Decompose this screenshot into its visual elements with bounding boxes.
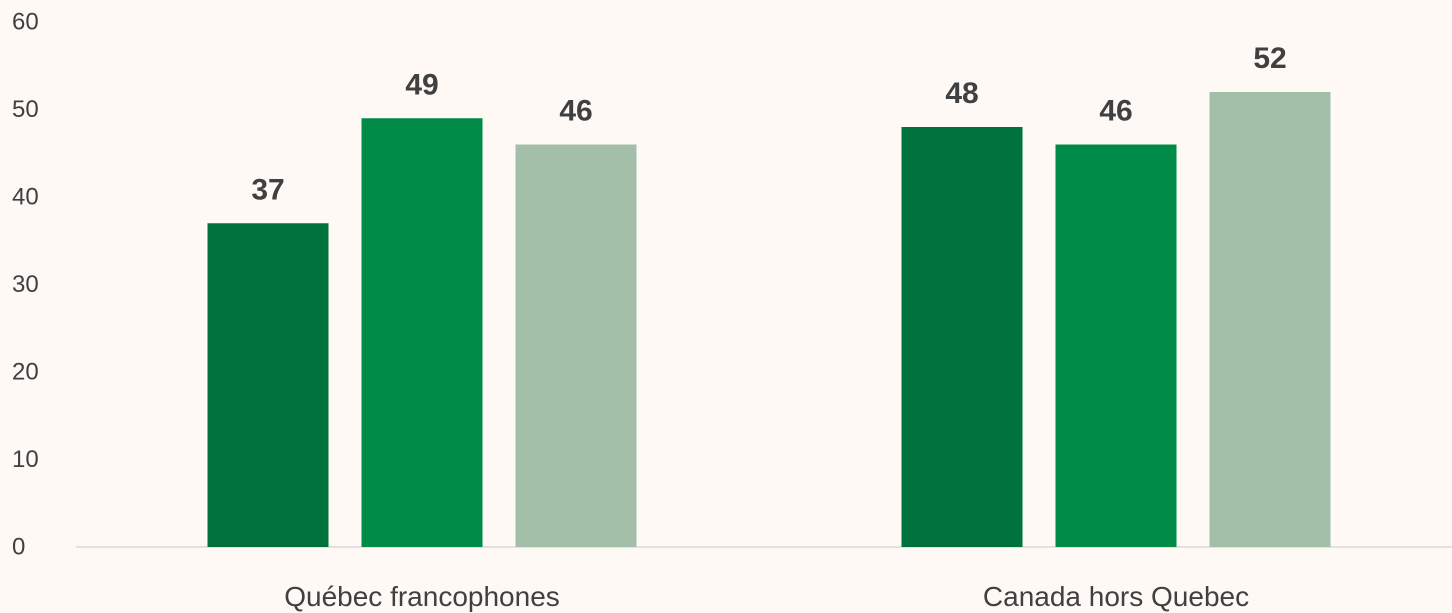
bar <box>515 144 637 547</box>
bar-value-label: 52 <box>1253 42 1286 75</box>
y-tick-label: 40 <box>12 184 39 211</box>
x-category-label: Québec francophones <box>284 581 560 612</box>
y-tick-label: 60 <box>12 9 39 36</box>
bar <box>361 118 483 547</box>
bar-value-label: 37 <box>251 173 284 206</box>
y-axis-ticks: 0 10 20 30 40 50 60 <box>12 9 39 561</box>
bar-value-label: 48 <box>945 77 978 110</box>
bar-value-label: 46 <box>559 95 592 128</box>
bar-value-label: 49 <box>405 68 438 101</box>
y-tick-label: 10 <box>12 446 39 473</box>
bar <box>901 127 1023 547</box>
bar <box>1209 92 1331 547</box>
y-tick-label: 0 <box>12 534 25 561</box>
y-tick-label: 20 <box>12 359 39 386</box>
bar <box>207 223 329 547</box>
bars-group <box>207 92 1331 547</box>
data-labels-group: 37 49 46 48 46 52 <box>251 42 1286 206</box>
x-category-label: Canada hors Quebec <box>983 581 1249 612</box>
y-tick-label: 50 <box>12 96 39 123</box>
y-tick-label: 30 <box>12 271 39 298</box>
bar <box>1055 144 1177 547</box>
x-axis-categories: Québec francophones Canada hors Quebec <box>284 581 1249 612</box>
bar-value-label: 46 <box>1099 95 1132 128</box>
